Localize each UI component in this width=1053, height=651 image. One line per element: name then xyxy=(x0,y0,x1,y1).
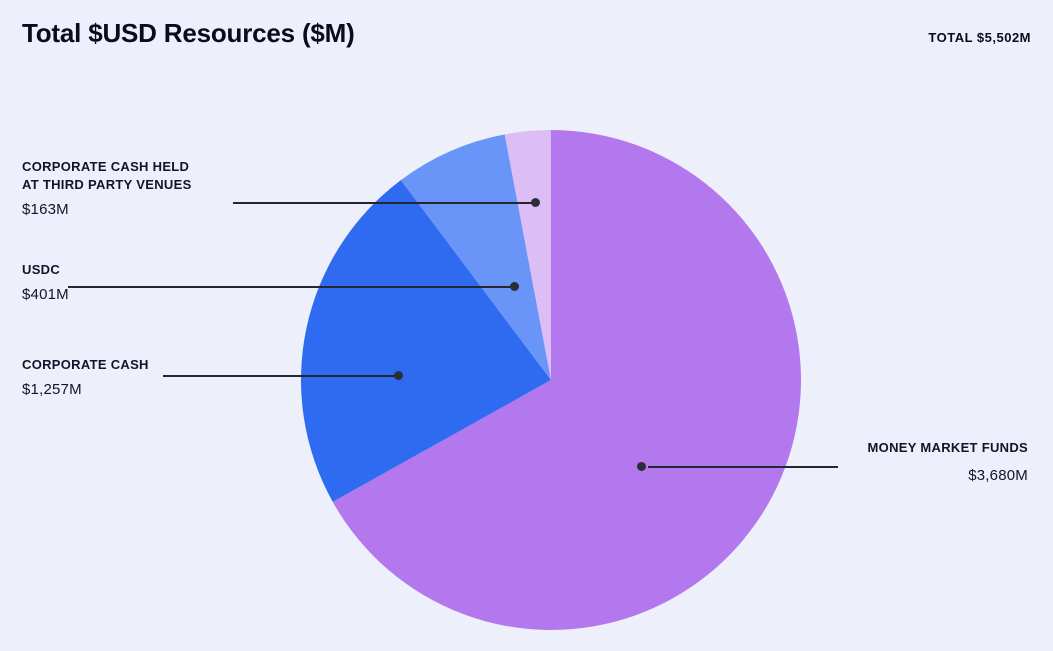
total-badge: TOTAL $5,502M xyxy=(928,30,1031,45)
pie-slice-money-market-funds xyxy=(332,130,801,630)
callout-usdc-value: $401M xyxy=(22,286,69,303)
leader-dot-corporate-cash xyxy=(394,371,403,380)
leader-line-usdc xyxy=(68,286,512,288)
callout-money-market-funds-value: $3,680M xyxy=(968,467,1028,484)
leader-line-corporate-cash xyxy=(163,375,397,377)
leader-line-corporate-cash-third-party xyxy=(233,202,533,204)
callout-corporate-cash-third-party: CORPORATE CASH HELD AT THIRD PARTY VENUE… xyxy=(22,158,192,218)
callout-corporate-cash: CORPORATE CASH $1,257M xyxy=(22,356,149,398)
callout-usdc-label: USDC xyxy=(22,262,61,277)
callout-corporate-cash-third-party-value: $163M xyxy=(22,201,69,218)
callout-corporate-cash-label: CORPORATE CASH xyxy=(22,357,149,372)
leader-line-money-market-funds xyxy=(648,466,838,468)
callout-corporate-cash-third-party-label-line1: CORPORATE CASH HELD xyxy=(22,159,190,174)
leader-dot-usdc xyxy=(510,282,519,291)
callout-money-market-funds-label: MONEY MARKET FUNDS xyxy=(867,440,1028,455)
pie-chart xyxy=(301,130,801,630)
callout-corporate-cash-third-party-label-line2: AT THIRD PARTY VENUES xyxy=(22,177,192,192)
callout-corporate-cash-value: $1,257M xyxy=(22,381,82,398)
page-title: Total $USD Resources ($M) xyxy=(22,18,355,48)
callout-money-market-funds: MONEY MARKET FUNDS $3,680M xyxy=(868,439,1028,484)
leader-dot-money-market-funds xyxy=(637,462,646,471)
pie-slice-corporate-cash xyxy=(301,180,551,502)
pie-slice-corporate-cash-held-at-third-party-venues xyxy=(504,130,551,380)
callout-usdc: USDC $401M xyxy=(22,261,69,303)
leader-dot-corporate-cash-third-party xyxy=(531,198,540,207)
pie-chart-svg xyxy=(301,130,801,630)
pie-slice-usdc xyxy=(400,134,551,380)
